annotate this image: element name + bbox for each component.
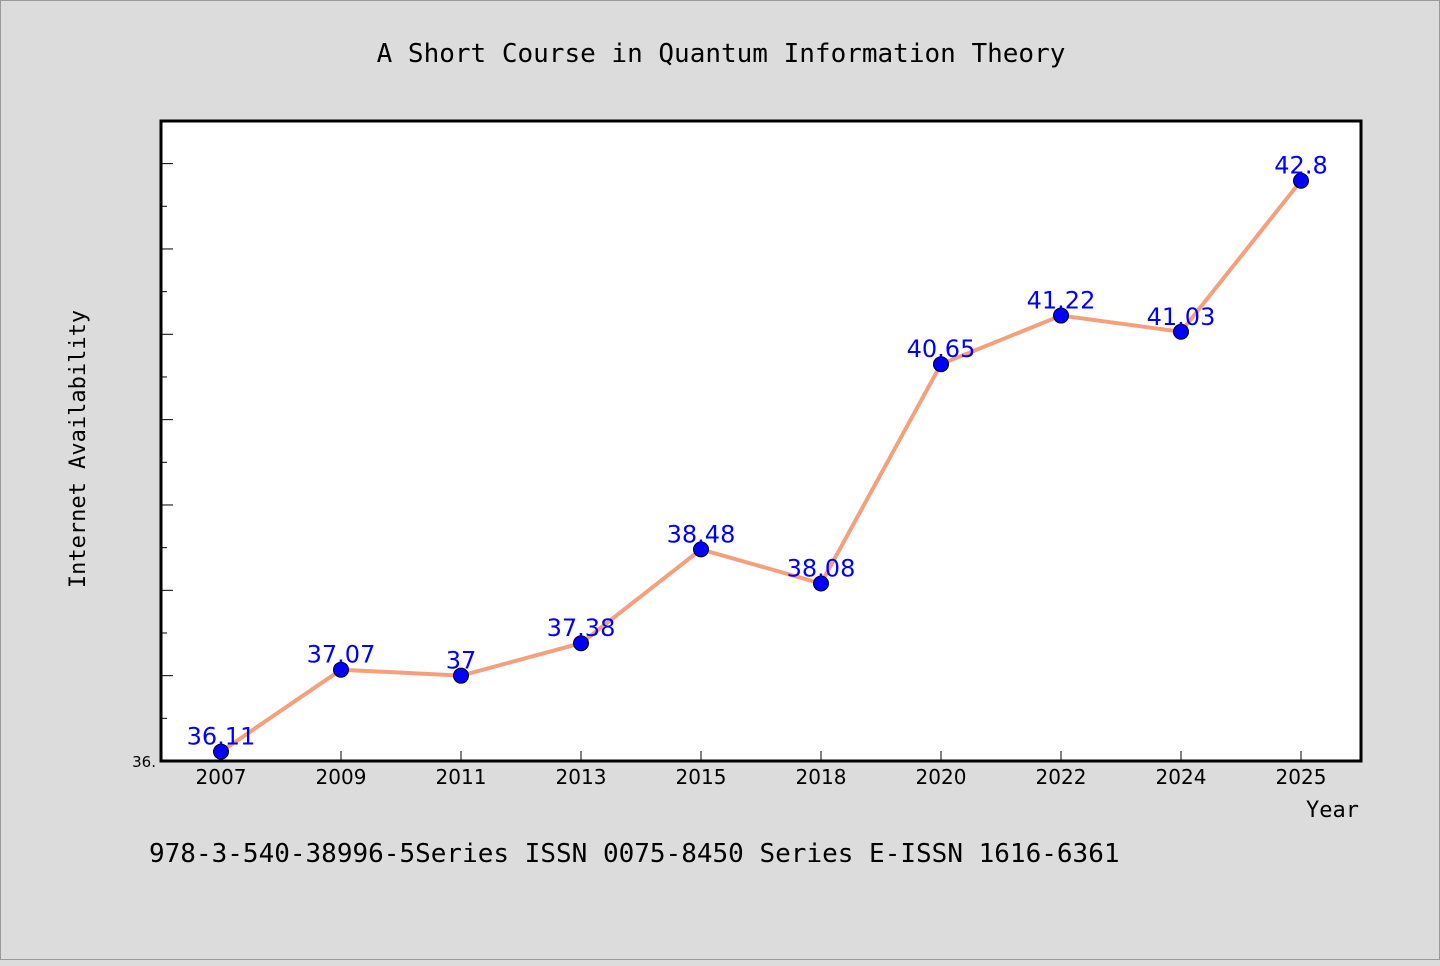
data-point xyxy=(573,635,589,652)
x-tick-label: 2025 xyxy=(1276,765,1327,789)
data-point xyxy=(333,661,349,678)
data-point xyxy=(1053,307,1069,324)
data-label: 41.03 xyxy=(1147,303,1216,331)
x-tick-label: 2015 xyxy=(676,765,727,789)
y-tick-label: 36. xyxy=(132,753,156,771)
series-group: 36.11 37.07 37 37.38 38.48 38.08 40.65 41.22 41.… xyxy=(187,152,1328,760)
x-tick-label: 2007 xyxy=(196,765,247,789)
x-axis-label: Year xyxy=(1306,798,1359,823)
data-point xyxy=(1293,172,1309,189)
data-label: 38.08 xyxy=(787,555,856,583)
data-point xyxy=(213,743,229,760)
chart-title: A Short Course in Quantum Information Th… xyxy=(377,39,1066,69)
x-tick-label: 2011 xyxy=(436,765,487,789)
y-axis-label: Internet Availability xyxy=(66,310,91,588)
data-label: 41.22 xyxy=(1027,287,1096,315)
x-tick-label: 2018 xyxy=(796,765,847,789)
footer-isbn-text: 978-3-540-38996-5Series ISSN 0075-8450 S… xyxy=(149,839,1120,869)
data-point xyxy=(813,575,829,592)
data-label: 37.38 xyxy=(547,614,616,642)
x-tick-label: 2009 xyxy=(316,765,367,789)
data-label: 42.8 xyxy=(1274,152,1327,180)
data-label: 37.07 xyxy=(307,641,376,669)
x-tick-label: 2013 xyxy=(556,765,607,789)
data-point xyxy=(693,541,709,558)
series-line xyxy=(219,179,1303,754)
data-label: 37 xyxy=(446,647,477,675)
x-tick-label: 2024 xyxy=(1156,765,1207,789)
data-label: 36.11 xyxy=(187,723,256,751)
plot-area xyxy=(159,119,1363,763)
data-label: 40.65 xyxy=(907,335,976,363)
data-point xyxy=(453,667,469,684)
x-tick-label: 2020 xyxy=(916,765,967,789)
data-point xyxy=(933,356,949,373)
x-axis-ticks: 2007 2009 2011 2013 2015 2018 2020 2022 2024 2025 xyxy=(196,751,1327,789)
x-tick-label: 2022 xyxy=(1036,765,1087,789)
data-point xyxy=(1173,323,1189,340)
data-label: 38.48 xyxy=(667,520,736,548)
y-axis-ticks xyxy=(161,163,173,762)
